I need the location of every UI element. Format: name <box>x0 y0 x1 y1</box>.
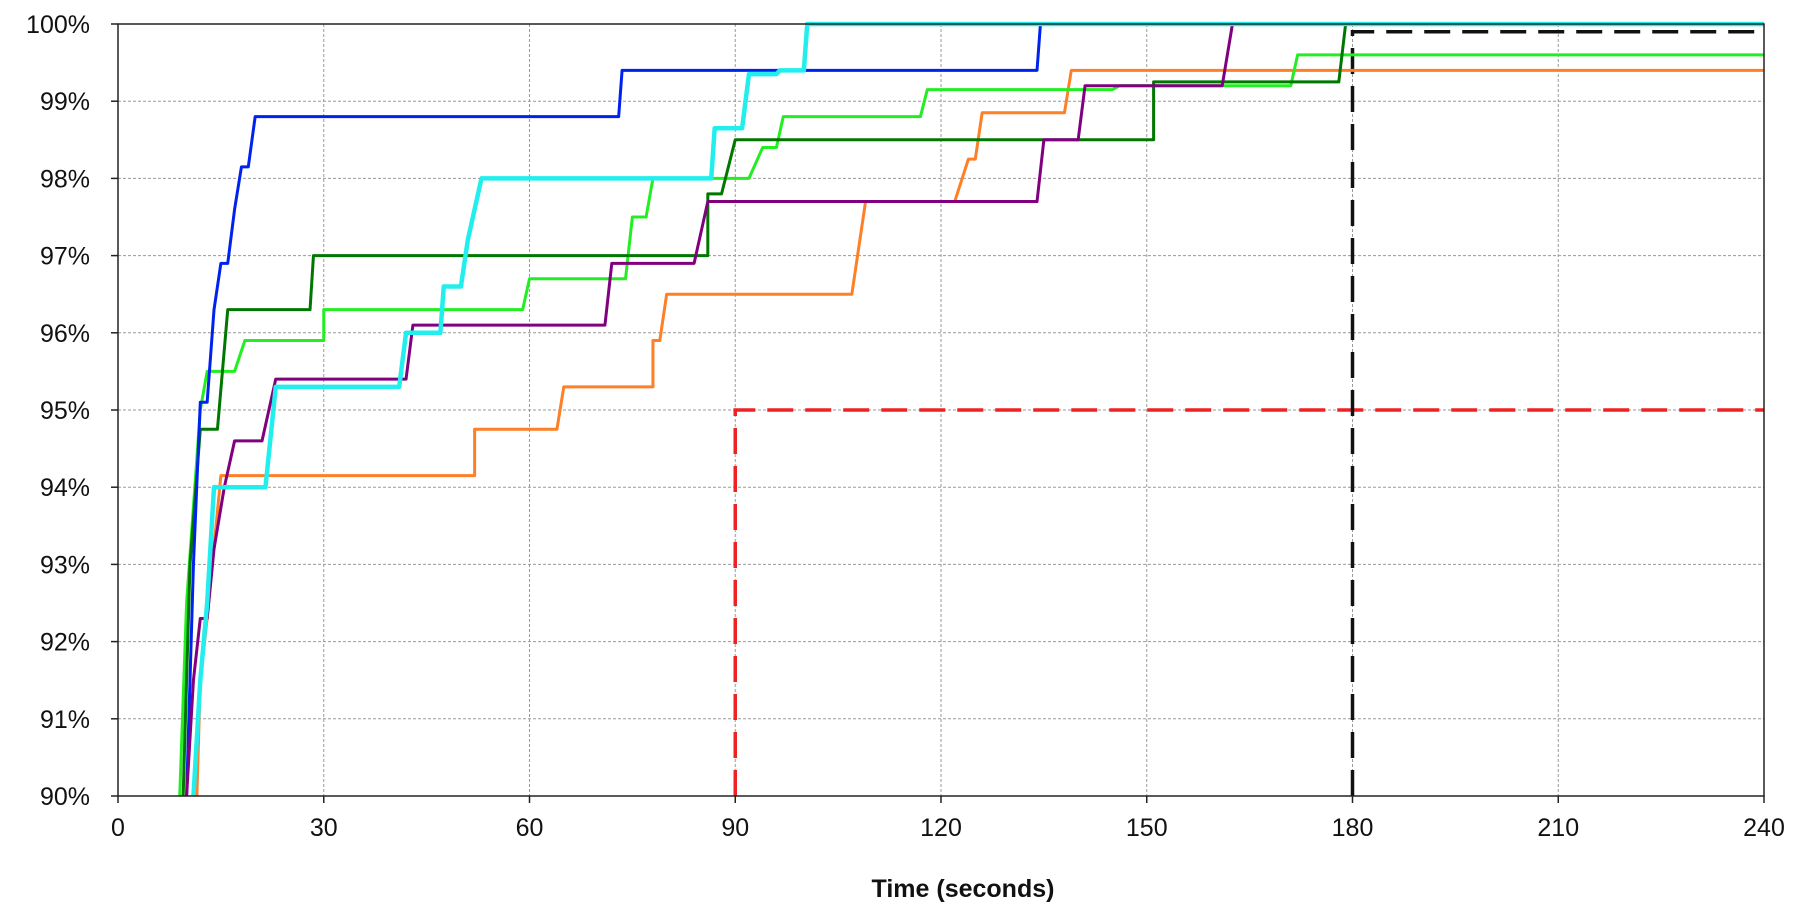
y-tick-label: 93% <box>40 551 90 579</box>
x-tick-label: 30 <box>310 814 338 842</box>
x-axis-title: Time (seconds) <box>872 875 1055 903</box>
y-tick-label: 99% <box>40 88 90 116</box>
y-tick-label: 95% <box>40 397 90 425</box>
series-line <box>191 21 1764 797</box>
x-tick-label: 150 <box>1126 814 1168 842</box>
y-tick-labels: 90% 91% 92% 93% 94% 95% 96% 97% 98% 99% 100% <box>26 11 90 811</box>
y-tick-label: 94% <box>40 474 90 502</box>
x-tick-label: 60 <box>516 814 544 842</box>
series-lines <box>178 21 1764 797</box>
reference-lines <box>733 29 1764 796</box>
x-tick-label: 180 <box>1332 814 1374 842</box>
x-tick-label: 0 <box>111 814 125 842</box>
y-tick-label: 91% <box>40 706 90 734</box>
series-line <box>185 23 1042 797</box>
series-line <box>195 68 1764 797</box>
reference-line <box>1350 29 1764 796</box>
y-tick-label: 96% <box>40 320 90 348</box>
reference-line <box>733 408 1764 796</box>
x-tick-label: 210 <box>1537 814 1579 842</box>
x-tick-label: 90 <box>721 814 749 842</box>
y-tick-label: 90% <box>40 783 90 811</box>
y-tick-label: 92% <box>40 629 90 657</box>
x-tick-labels: 0 30 60 90 120 150 180 210 240 <box>111 814 1785 842</box>
y-tick-label: 97% <box>40 243 90 271</box>
y-tick-label: 100% <box>26 11 90 39</box>
series-line <box>178 53 1764 797</box>
x-tick-label: 120 <box>920 814 962 842</box>
plot-frame <box>111 23 1765 803</box>
series-line <box>181 23 1348 797</box>
y-tick-label: 98% <box>40 165 90 193</box>
x-tick-label: 240 <box>1743 814 1785 842</box>
